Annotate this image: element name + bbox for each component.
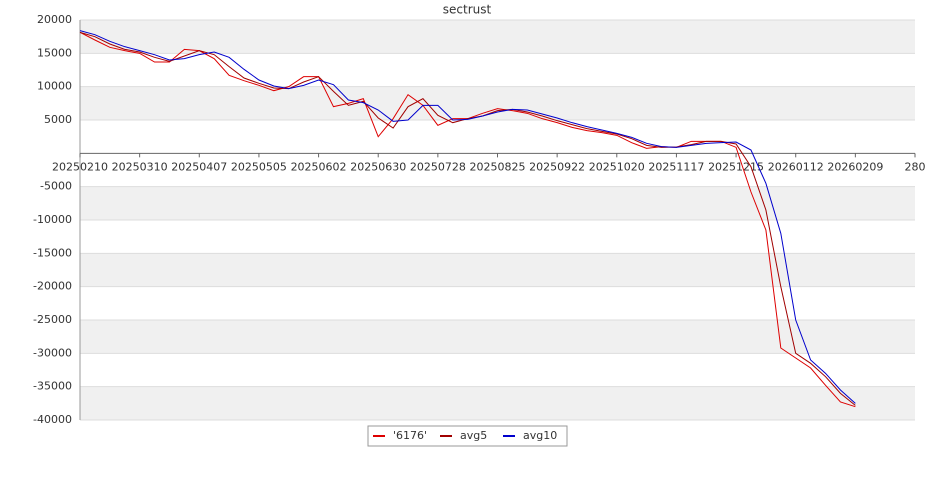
legend: '6176' avg5 avg10 <box>367 425 568 447</box>
y-tick-label: -5000 <box>40 180 72 193</box>
y-tick-label: 20000 <box>37 13 72 26</box>
x-tick-label: 20250728 <box>410 160 466 173</box>
x-tick-label: 20250210 <box>52 160 108 173</box>
y-tick-label: -20000 <box>33 280 72 293</box>
y-tick-label: -35000 <box>33 380 72 393</box>
x-tick-label: 20250602 <box>291 160 347 173</box>
grid-band <box>80 20 915 54</box>
y-tick-label: -10000 <box>33 213 72 226</box>
chart-title: sectrust <box>443 3 492 17</box>
x-tick-label: 20251117 <box>648 160 704 173</box>
grid-band <box>80 253 915 287</box>
x-tick-label: 20260209 <box>827 160 883 173</box>
grid-band <box>80 86 915 120</box>
x-tick-label: 20250505 <box>231 160 287 173</box>
y-tick-label: 10000 <box>37 80 72 93</box>
x-tick-label: 20251215 <box>708 160 764 173</box>
y-tick-label: -25000 <box>33 313 72 326</box>
y-tick-label: 5000 <box>44 113 72 126</box>
grid-band <box>80 320 915 354</box>
x-tick-label: 280 <box>905 160 926 173</box>
y-tick-label: -30000 <box>33 346 72 359</box>
series-line <box>79 30 856 404</box>
legend-label: '6176' <box>393 429 427 442</box>
y-tick-label: -40000 <box>33 413 72 426</box>
legend-label: avg5 <box>460 429 487 442</box>
x-tick-label: 20250310 <box>112 160 168 173</box>
x-tick-label: 20250825 <box>470 160 526 173</box>
legend-box <box>367 425 568 447</box>
x-tick-label: 20250407 <box>171 160 227 173</box>
x-tick-label: 20250630 <box>350 160 406 173</box>
x-tick-label: 20251020 <box>589 160 645 173</box>
x-tick-label: 20250922 <box>529 160 585 173</box>
legend-label: avg10 <box>523 429 557 442</box>
grid-band <box>80 386 915 420</box>
y-tick-label: 15000 <box>37 46 72 59</box>
grid-band <box>80 186 915 220</box>
x-tick-label: 20260112 <box>768 160 824 173</box>
y-tick-label: -15000 <box>33 246 72 259</box>
